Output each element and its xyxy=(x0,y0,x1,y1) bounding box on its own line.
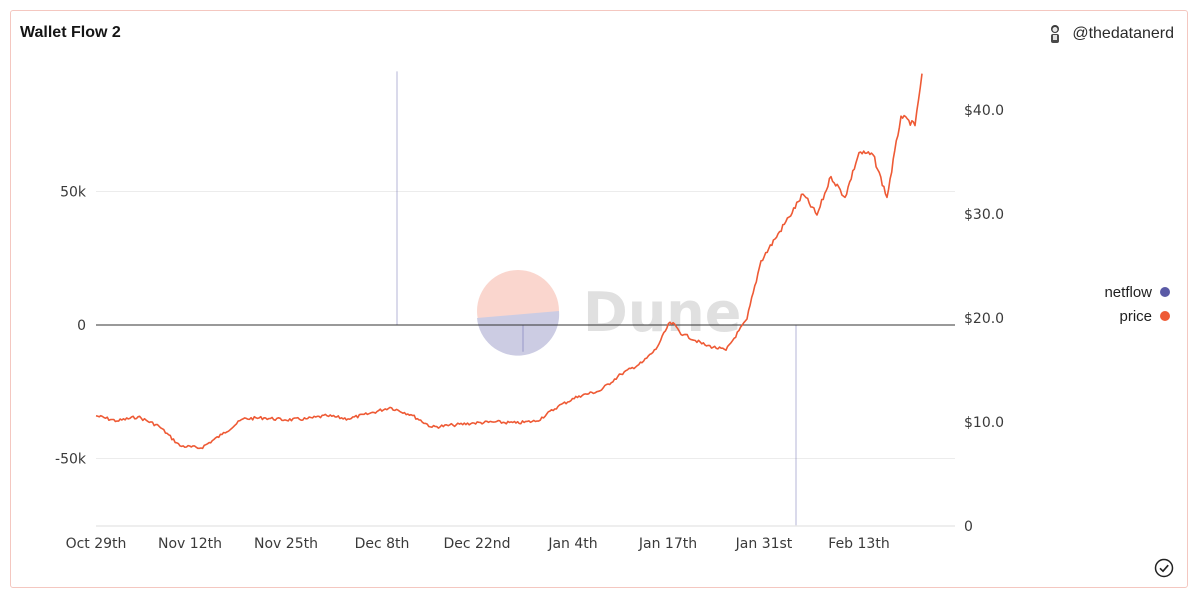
author-name: @thedatanerd xyxy=(1072,25,1174,42)
netflow-series xyxy=(396,71,797,526)
legend-dot-netflow xyxy=(1160,287,1170,297)
x-tick-label: Dec 22nd xyxy=(443,536,510,552)
x-axis: Oct 29th Nov 12th Nov 25th Dec 8th Dec 22nd J… xyxy=(66,536,890,552)
author-link[interactable]: @thedatanerd xyxy=(1048,24,1174,44)
y-right-tick-label: 0 xyxy=(964,519,973,535)
legend-label: price xyxy=(1119,307,1152,325)
y-right-tick-label: $20.0 xyxy=(964,311,1004,327)
watermark-text: Dune xyxy=(583,281,741,344)
legend: netflow price xyxy=(1104,280,1170,328)
x-tick-label: Nov 12th xyxy=(158,536,222,552)
x-tick-label: Jan 31st xyxy=(735,536,793,552)
chart-title: Wallet Flow 2 xyxy=(20,24,121,41)
y-left-tick-label: -50k xyxy=(55,452,87,468)
y-axis-right: 0 $10.0 $20.0 $30.0 $40.0 xyxy=(964,103,1004,535)
legend-item-price[interactable]: price xyxy=(1104,304,1170,328)
check-circle-icon[interactable] xyxy=(1154,558,1174,578)
legend-item-netflow[interactable]: netflow xyxy=(1104,280,1170,304)
x-tick-label: Jan 17th xyxy=(638,536,697,552)
price-series xyxy=(95,73,923,450)
y-left-tick-label: 50k xyxy=(60,185,87,201)
x-tick-label: Jan 4th xyxy=(547,536,597,552)
y-right-tick-label: $40.0 xyxy=(964,103,1004,119)
legend-dot-price xyxy=(1160,311,1170,321)
x-tick-label: Feb 13th xyxy=(828,536,889,552)
x-tick-label: Nov 25th xyxy=(254,536,318,552)
y-right-tick-label: $30.0 xyxy=(964,207,1004,223)
price-line xyxy=(95,73,923,450)
y-axis-left: -50k 0 50k xyxy=(55,185,87,468)
y-left-tick-label: 0 xyxy=(77,318,86,334)
chart-card xyxy=(10,10,1188,588)
x-tick-label: Oct 29th xyxy=(66,536,127,552)
dune-watermark: Dune xyxy=(477,270,741,356)
legend-label: netflow xyxy=(1104,283,1152,301)
y-right-tick-label: $10.0 xyxy=(964,415,1004,431)
user-avatar-icon xyxy=(1051,25,1060,43)
grid-lines xyxy=(96,191,955,527)
x-tick-label: Dec 8th xyxy=(355,536,410,552)
